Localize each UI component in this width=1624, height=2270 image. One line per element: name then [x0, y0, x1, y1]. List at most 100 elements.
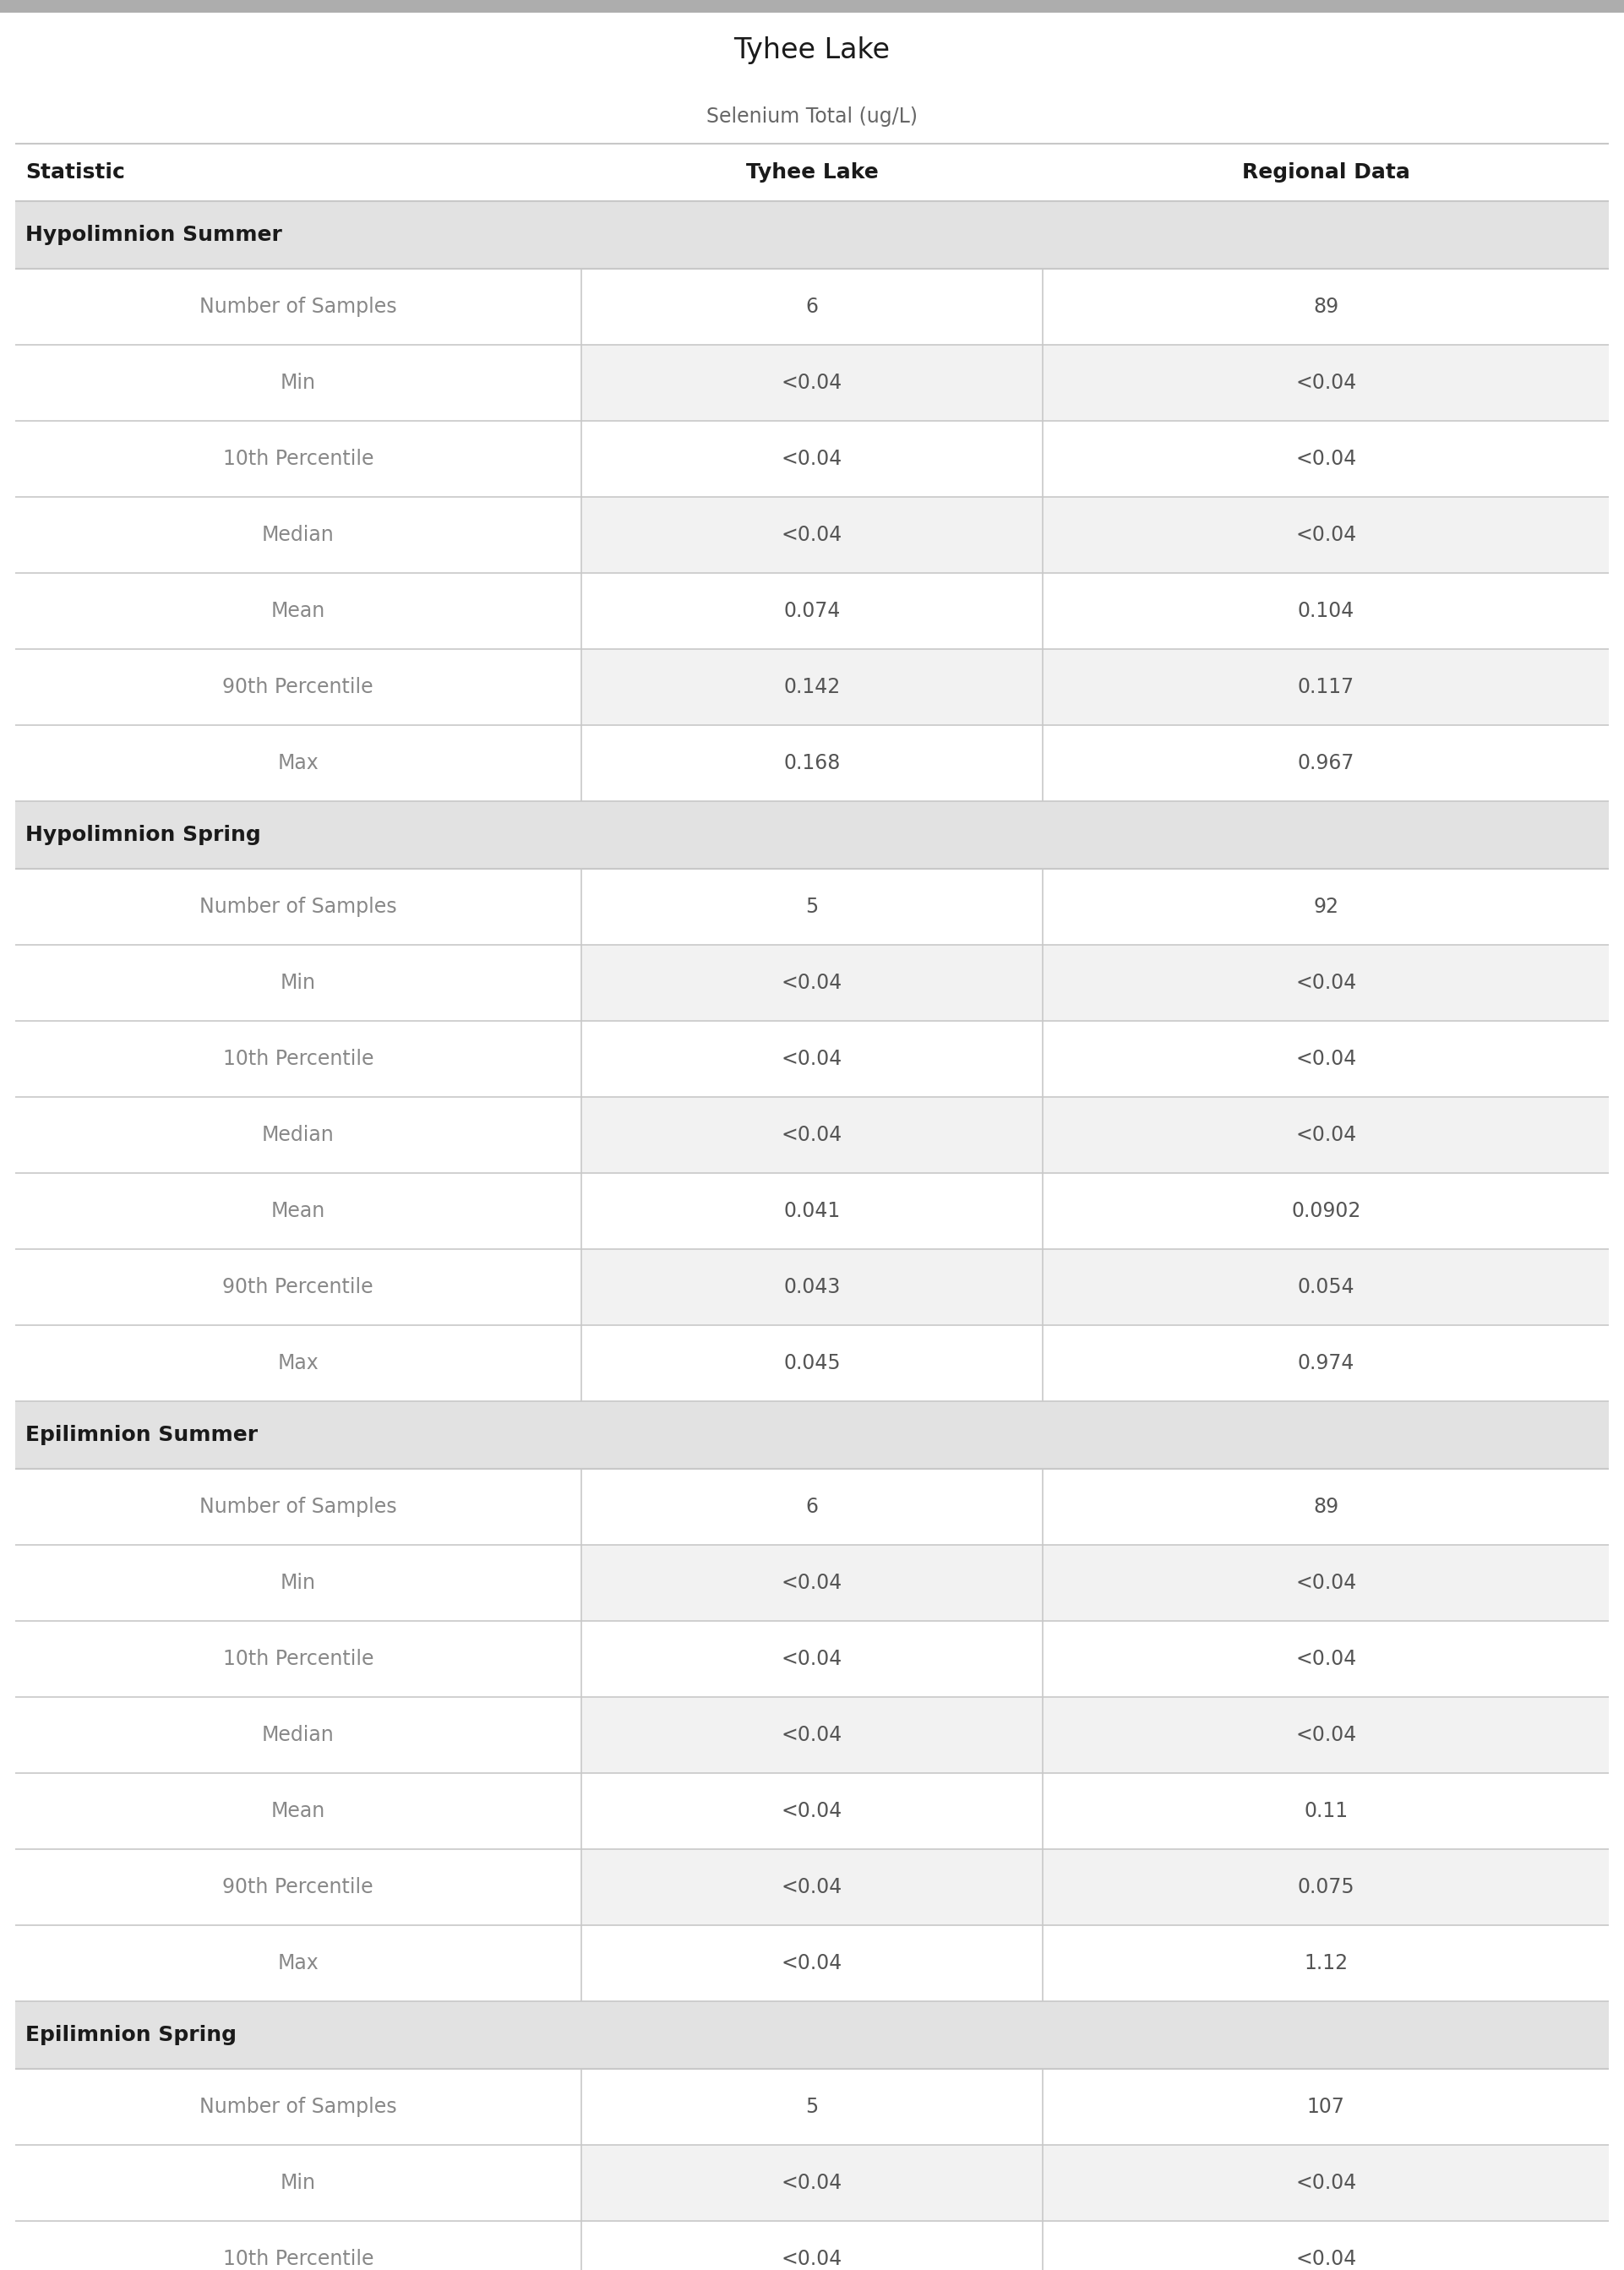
Text: Number of Samples: Number of Samples [200, 897, 396, 917]
Bar [581, 1249, 1609, 1326]
Text: Number of Samples: Number of Samples [200, 2097, 396, 2118]
Text: <0.04: <0.04 [1296, 1049, 1356, 1069]
Text: 6: 6 [806, 297, 818, 318]
Text: Selenium Total (ug/L): Selenium Total (ug/L) [706, 107, 918, 127]
Text: 0.045: 0.045 [783, 1353, 841, 1373]
Text: <0.04: <0.04 [1296, 449, 1356, 470]
Bar [581, 2068, 1609, 2145]
Bar [15, 801, 1609, 869]
Bar [581, 944, 1609, 1022]
Bar [581, 345, 1609, 420]
Text: 1.12: 1.12 [1304, 1952, 1348, 1973]
Text: 10th Percentile: 10th Percentile [222, 2250, 374, 2270]
Text: Mean: Mean [271, 602, 325, 622]
Text: Epilimnion Summer: Epilimnion Summer [26, 1426, 258, 1446]
Text: 5: 5 [806, 2097, 818, 2118]
Text: Statistic: Statistic [26, 161, 125, 182]
Bar [581, 1621, 1609, 1698]
Text: <0.04: <0.04 [781, 1126, 843, 1144]
Text: <0.04: <0.04 [1296, 524, 1356, 545]
Bar [581, 420, 1609, 497]
Text: Min: Min [281, 1573, 315, 1594]
Text: <0.04: <0.04 [781, 1573, 843, 1594]
Text: <0.04: <0.04 [781, 2172, 843, 2193]
Bar [581, 1469, 1609, 1546]
Text: <0.04: <0.04 [781, 1877, 843, 1898]
Bar [581, 724, 1609, 801]
Bar [581, 1096, 1609, 1174]
Text: <0.04: <0.04 [1296, 2172, 1356, 2193]
Bar [581, 1925, 1609, 2002]
Bar [15, 2002, 1609, 2068]
Text: 5: 5 [806, 897, 818, 917]
Text: 90th Percentile: 90th Percentile [222, 1278, 374, 1296]
Text: Min: Min [281, 372, 315, 393]
Text: 0.054: 0.054 [1298, 1278, 1354, 1296]
Bar [581, 2220, 1609, 2270]
Text: 0.142: 0.142 [784, 676, 840, 697]
Text: <0.04: <0.04 [781, 974, 843, 992]
Text: <0.04: <0.04 [781, 1800, 843, 1821]
Text: 107: 107 [1307, 2097, 1345, 2118]
Text: 0.117: 0.117 [1298, 676, 1354, 697]
Text: Epilimnion Spring: Epilimnion Spring [26, 2025, 237, 2045]
Bar [581, 869, 1609, 944]
Text: Mean: Mean [271, 1201, 325, 1221]
Text: Regional Data: Regional Data [1242, 161, 1410, 182]
Text: Median: Median [261, 1725, 335, 1746]
Text: 0.967: 0.967 [1298, 754, 1354, 774]
Bar [581, 2145, 1609, 2220]
Text: Number of Samples: Number of Samples [200, 297, 396, 318]
Text: <0.04: <0.04 [781, 2250, 843, 2270]
Bar [15, 202, 1609, 268]
Bar [581, 1022, 1609, 1096]
Text: 89: 89 [1314, 297, 1338, 318]
Text: <0.04: <0.04 [781, 1725, 843, 1746]
Text: 0.075: 0.075 [1298, 1877, 1354, 1898]
Bar [581, 1850, 1609, 1925]
Text: <0.04: <0.04 [781, 449, 843, 470]
Bar [581, 649, 1609, 724]
Text: <0.04: <0.04 [1296, 1126, 1356, 1144]
Text: <0.04: <0.04 [1296, 372, 1356, 393]
Bar [581, 1174, 1609, 1249]
Text: Max: Max [278, 1353, 318, 1373]
Bar [581, 1546, 1609, 1621]
Text: <0.04: <0.04 [781, 1049, 843, 1069]
Text: <0.04: <0.04 [781, 524, 843, 545]
Text: <0.04: <0.04 [781, 1952, 843, 1973]
Text: 0.974: 0.974 [1298, 1353, 1354, 1373]
Text: 0.104: 0.104 [1298, 602, 1354, 622]
Text: 6: 6 [806, 1496, 818, 1516]
Text: <0.04: <0.04 [1296, 1573, 1356, 1594]
Text: 0.11: 0.11 [1304, 1800, 1348, 1821]
Text: 0.168: 0.168 [783, 754, 841, 774]
Text: <0.04: <0.04 [1296, 974, 1356, 992]
Text: 10th Percentile: 10th Percentile [222, 1049, 374, 1069]
Text: <0.04: <0.04 [781, 1648, 843, 1668]
Text: Hypolimnion Spring: Hypolimnion Spring [26, 824, 261, 844]
Text: Tyhee Lake: Tyhee Lake [734, 36, 890, 64]
Text: <0.04: <0.04 [1296, 2250, 1356, 2270]
Bar [581, 1698, 1609, 1773]
Text: <0.04: <0.04 [781, 372, 843, 393]
Bar [0, 0, 1624, 14]
Text: Min: Min [281, 2172, 315, 2193]
Text: Tyhee Lake: Tyhee Lake [745, 161, 879, 182]
Text: 0.041: 0.041 [784, 1201, 840, 1221]
Text: 0.074: 0.074 [783, 602, 841, 622]
Text: 90th Percentile: 90th Percentile [222, 676, 374, 697]
Bar [581, 268, 1609, 345]
Text: Max: Max [278, 754, 318, 774]
Text: 10th Percentile: 10th Percentile [222, 1648, 374, 1668]
Bar [581, 572, 1609, 649]
Text: 90th Percentile: 90th Percentile [222, 1877, 374, 1898]
Bar [581, 497, 1609, 572]
Text: Max: Max [278, 1952, 318, 1973]
Text: Mean: Mean [271, 1800, 325, 1821]
Text: 89: 89 [1314, 1496, 1338, 1516]
Text: 10th Percentile: 10th Percentile [222, 449, 374, 470]
Bar [581, 1326, 1609, 1401]
Text: Number of Samples: Number of Samples [200, 1496, 396, 1516]
Text: Hypolimnion Summer: Hypolimnion Summer [26, 225, 283, 245]
